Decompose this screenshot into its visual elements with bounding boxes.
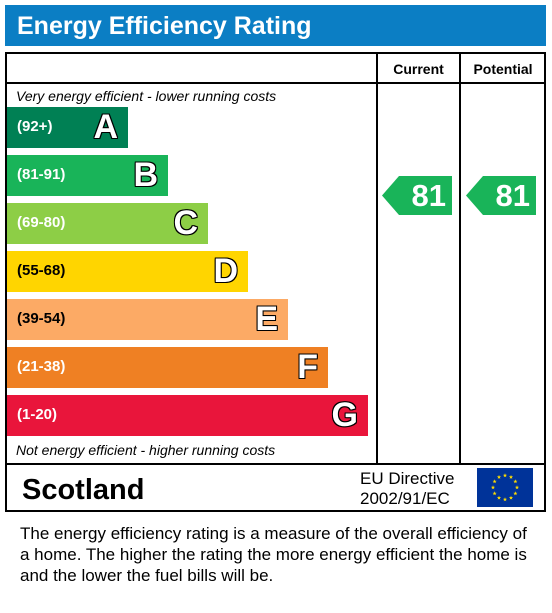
eu-star-icon — [508, 495, 514, 500]
footer-divider — [5, 463, 546, 465]
eu-star-icon — [513, 479, 518, 484]
eu-star-icon — [502, 473, 508, 478]
eu-star-icon — [513, 491, 518, 496]
eu-directive-line2: 2002/91/EC — [360, 489, 450, 508]
eu-star-icon — [492, 491, 497, 496]
rating-band-g: (1-20) G — [7, 395, 368, 436]
band-range-label: (39-54) — [17, 310, 66, 327]
rating-band-b: (81-91) B — [7, 155, 168, 196]
current-rating-value: 81 — [411, 178, 446, 213]
rating-band-f: (21-38) F — [7, 347, 328, 388]
band-range-label: (81-91) — [17, 166, 66, 183]
band-letter: G — [331, 396, 358, 434]
eu-star-icon — [496, 474, 502, 479]
current-column-divider — [376, 52, 378, 465]
band-letter: F — [297, 348, 318, 386]
potential-rating-value: 81 — [495, 178, 530, 213]
band-letter: C — [173, 204, 198, 242]
band-range-label: (21-38) — [17, 358, 66, 375]
title-bar: Energy Efficiency Rating — [5, 5, 546, 46]
band-letter: D — [213, 252, 238, 290]
rating-band-e: (39-54) E — [7, 299, 288, 340]
rating-band-c: (69-80) C — [7, 203, 208, 244]
header-divider — [5, 82, 546, 84]
rating-band-a: (92+) A — [7, 107, 128, 148]
footer-description: The energy efficiency rating is a measur… — [20, 524, 527, 585]
eu-star-icon — [514, 485, 520, 490]
potential-column-header: Potential — [473, 61, 533, 77]
region-label: Scotland — [22, 474, 145, 506]
current-arrow-shape — [382, 176, 452, 215]
chart-title: Energy Efficiency Rating — [17, 12, 312, 40]
potential-arrow-shape — [466, 176, 536, 215]
eu-star-icon — [490, 485, 496, 490]
potential-column-divider — [459, 52, 461, 465]
eu-star-icon — [492, 479, 497, 484]
band-range-label: (1-20) — [17, 406, 58, 423]
eu-star-icon — [508, 474, 514, 479]
eu-star-icon — [496, 495, 502, 500]
rating-table-frame — [5, 52, 546, 512]
top-note: Very energy efficient - lower running co… — [16, 88, 277, 104]
current-rating-arrow: 81 — [382, 176, 452, 215]
rating-band-d: (55-68) D — [7, 251, 248, 292]
band-range-label: (55-68) — [17, 262, 66, 279]
bottom-note: Not energy efficient - higher running co… — [16, 442, 276, 458]
current-column-header: Current — [393, 61, 444, 77]
band-letter: E — [255, 300, 278, 338]
potential-rating-arrow: 81 — [466, 176, 536, 215]
eu-directive: EU Directive 2002/91/EC — [360, 469, 454, 509]
band-range-label: (92+) — [17, 118, 53, 135]
band-letter: A — [93, 108, 118, 146]
eu-directive-line1: EU Directive — [360, 469, 455, 488]
eu-flag-icon — [477, 468, 533, 507]
band-letter: B — [133, 156, 158, 194]
band-range-label: (69-80) — [17, 214, 66, 231]
eu-star-icon — [502, 497, 508, 502]
